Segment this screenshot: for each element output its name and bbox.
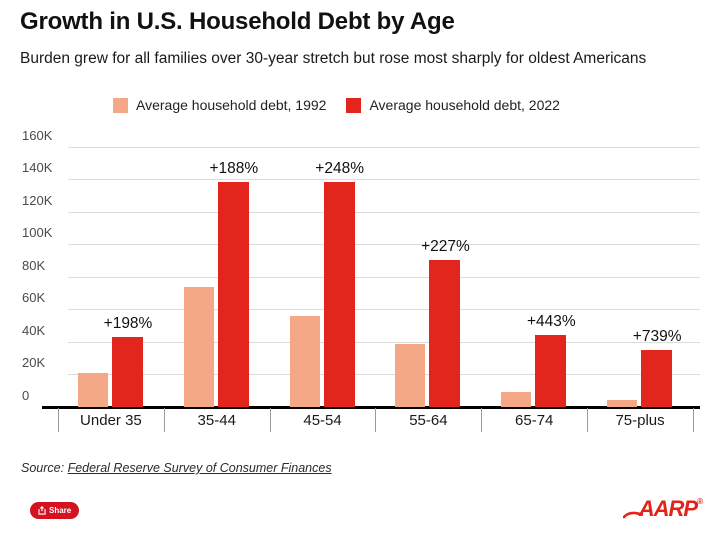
y-gridline — [68, 146, 700, 148]
growth-percent-label: +188% — [209, 160, 259, 178]
bar-2022-45-54[interactable] — [323, 182, 355, 407]
bar-2022-under-35[interactable] — [112, 336, 143, 407]
category-label: 65-74 — [515, 412, 554, 429]
legend-swatch-1992 — [113, 97, 128, 113]
category-tick — [163, 408, 165, 432]
y-gridline — [68, 309, 700, 311]
category-tick — [587, 408, 589, 432]
bar-1992-under-35[interactable] — [78, 372, 108, 407]
y-axis-tick-label: 40K — [22, 322, 46, 338]
y-gridline — [68, 244, 700, 246]
legend-label-1992: Average household debt, 1992 — [136, 97, 327, 113]
bar-1992-75-plus[interactable] — [607, 400, 638, 407]
y-axis-tick-label: 20K — [22, 355, 46, 371]
aarp-swoosh-icon — [622, 511, 643, 519]
source-note: Source: Federal Reserve Survey of Consum… — [21, 461, 332, 475]
y-gridline — [68, 179, 700, 181]
legend-swatch-2022 — [346, 97, 362, 113]
y-axis-tick-label: 120K — [22, 192, 53, 208]
registered-trademark: ® — [697, 497, 703, 506]
source-prefix: Source: — [21, 461, 68, 475]
y-axis-tick-label: 140K — [22, 160, 53, 176]
share-label: Share — [49, 506, 72, 515]
share-button[interactable]: Share — [30, 502, 80, 519]
category-label: Under 35 — [80, 412, 142, 429]
chart-subtitle: Burden grew for all families over 30-yea… — [20, 50, 647, 67]
y-gridline — [68, 211, 700, 213]
category-tick — [692, 408, 694, 432]
bar-1992-35-44[interactable] — [183, 286, 214, 407]
category-label: 55-64 — [409, 412, 448, 429]
legend: Average household debt, 1992 Average hou… — [113, 97, 560, 113]
bar-2022-35-44[interactable] — [217, 182, 249, 407]
growth-percent-label: +198% — [103, 314, 153, 332]
y-axis-tick-label: 0 — [22, 388, 30, 403]
category-tick — [58, 408, 59, 432]
category-label: 45-54 — [303, 412, 342, 429]
category-tick — [269, 408, 271, 432]
bar-2022-75-plus[interactable] — [641, 350, 673, 407]
y-gridline — [68, 276, 700, 278]
aarp-wordmark: AARP — [638, 496, 698, 521]
bar-1992-55-64[interactable] — [395, 343, 426, 407]
y-axis-tick-label: 100K — [22, 225, 53, 241]
legend-label-2022: Average household debt, 2022 — [369, 97, 560, 113]
growth-percent-label: +739% — [632, 328, 682, 346]
y-axis-tick-label: 60K — [22, 290, 46, 306]
bar-2022-55-64[interactable] — [429, 260, 461, 407]
growth-percent-label: +227% — [421, 238, 470, 256]
category-tick — [375, 408, 377, 432]
y-gridline — [68, 374, 700, 376]
x-axis-baseline — [42, 406, 700, 409]
aarp-logo: AARP ® — [619, 496, 703, 522]
legend-item-1992: Average household debt, 1992 — [113, 97, 326, 113]
share-icon — [38, 506, 46, 515]
category-tick — [481, 408, 483, 432]
growth-percent-label: +443% — [526, 313, 576, 331]
source-link[interactable]: Federal Reserve Survey of Consumer Finan… — [67, 461, 332, 475]
bar-1992-45-54[interactable] — [289, 315, 320, 407]
growth-percent-label: +248% — [315, 160, 364, 178]
y-axis-tick-label: 160K — [22, 127, 53, 143]
legend-item-2022: Average household debt, 2022 — [346, 97, 560, 113]
category-label: 35-44 — [197, 412, 236, 429]
category-label: 75-plus — [615, 412, 665, 429]
y-axis-tick-label: 80K — [22, 257, 46, 273]
y-gridline — [68, 341, 700, 343]
chart-title: Growth in U.S. Household Debt by Age — [20, 8, 455, 35]
bar-2022-65-74[interactable] — [535, 335, 567, 407]
bar-1992-65-74[interactable] — [501, 392, 532, 407]
